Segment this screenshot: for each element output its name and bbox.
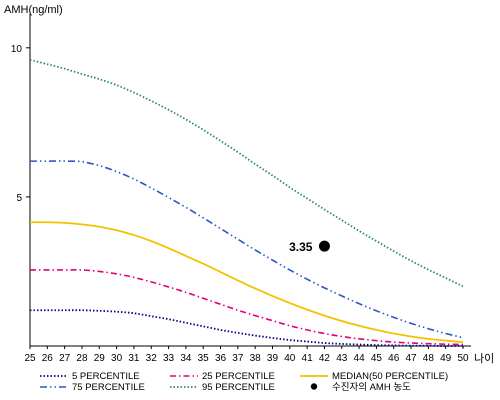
x-tick-label: 50 — [457, 353, 469, 364]
legend-label-median-50-percentile-: MEDIAN(50 PERCENTILE) — [332, 371, 448, 382]
x-tick-label: 27 — [59, 353, 71, 364]
x-tick-label: 37 — [232, 353, 244, 364]
y-tick-label: 10 — [11, 44, 23, 55]
x-tick-label: 34 — [180, 353, 192, 364]
patient-amh-point — [318, 240, 330, 252]
x-tick-label: 43 — [336, 353, 348, 364]
x-tick-label: 47 — [405, 353, 417, 364]
series-line-median-50-percentile- — [29, 221, 464, 344]
x-tick-label: 46 — [388, 353, 400, 364]
patient-amh-value-label: 3.35 — [289, 240, 313, 254]
legend-label-5-percentile: 5 PERCENTILE — [72, 371, 140, 382]
x-tick-label: 35 — [198, 353, 210, 364]
legend-label-25-percentile: 25 PERCENTILE — [202, 371, 275, 382]
series-line-5-percentile — [30, 309, 464, 347]
x-tick-label: 29 — [94, 353, 106, 364]
x-tick-label: 44 — [354, 353, 366, 364]
x-tick-label: 40 — [284, 353, 296, 364]
legend-label-75-percentile: 75 PERCENTILE — [72, 382, 145, 393]
x-tick-label: 30 — [111, 353, 123, 364]
x-tick-label: 26 — [42, 353, 54, 364]
point-layer: 3.35 — [289, 240, 330, 254]
x-tick-label: 38 — [250, 353, 262, 364]
series-line-75-percentile — [30, 160, 464, 339]
legend-swatch-patient-amh — [310, 383, 318, 390]
x-tick-label: 36 — [215, 353, 227, 364]
x-tick-label: 28 — [76, 353, 88, 364]
x-tick-label: 31 — [128, 353, 140, 364]
x-tick-label: 49 — [440, 353, 452, 364]
legend: 5 PERCENTILE 25 PERCENTILE MEDIAN(50 PERCE… — [40, 371, 448, 393]
x-axis-label: 나이 — [474, 352, 494, 365]
series-line-25-percentile — [30, 269, 464, 346]
y-axis-label: AMH(ng/ml) — [4, 4, 63, 16]
series-layer — [29, 58, 464, 347]
y-tick-label: 5 — [16, 193, 22, 204]
x-tick-label: 48 — [423, 353, 435, 364]
x-tick-label: 32 — [146, 353, 158, 364]
axes: AMH(ng/ml) 나이 5 10 25 26 27 28 29 30 31 32 33 34 35 36 3… — [4, 4, 494, 365]
x-tick-label: 33 — [163, 353, 175, 364]
x-tick-label: 42 — [319, 353, 331, 364]
x-tick-label: 41 — [302, 353, 314, 364]
x-tick-label: 45 — [371, 353, 383, 364]
series-line-95-percentile — [29, 58, 464, 288]
x-tick-label: 39 — [267, 353, 279, 364]
legend-label-95-percentile: 95 PERCENTILE — [202, 382, 275, 393]
x-tick-label: 25 — [24, 353, 36, 364]
legend-label-patient-amh: 수진자의 AMH 농도 — [332, 382, 411, 393]
